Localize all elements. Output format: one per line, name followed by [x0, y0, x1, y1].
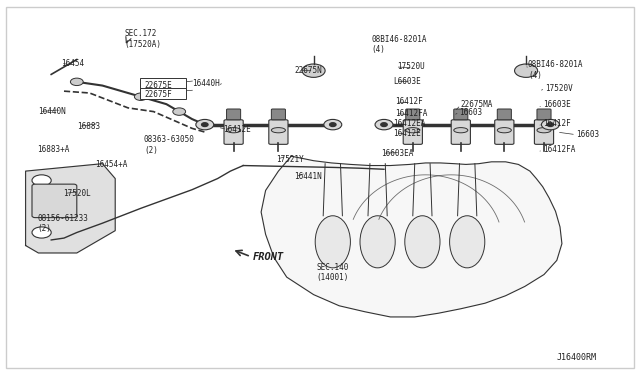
Text: 08156-61233
(2): 08156-61233 (2) [37, 214, 88, 233]
Text: SEC.140
(14001): SEC.140 (14001) [317, 263, 349, 282]
Text: 17521Y: 17521Y [276, 155, 304, 164]
Text: 08363-63050
(2): 08363-63050 (2) [144, 135, 195, 155]
FancyBboxPatch shape [227, 109, 241, 120]
Text: 16603E: 16603E [543, 100, 570, 109]
Text: 22675E: 22675E [144, 81, 172, 90]
FancyBboxPatch shape [403, 120, 422, 144]
Circle shape [547, 123, 554, 126]
FancyBboxPatch shape [224, 120, 243, 144]
Circle shape [134, 93, 147, 100]
Text: 22675N: 22675N [294, 66, 322, 75]
Text: 08BI46-8201A
(4): 08BI46-8201A (4) [528, 60, 584, 80]
Circle shape [32, 227, 51, 238]
Polygon shape [261, 156, 562, 317]
Text: 16603EA: 16603EA [381, 149, 413, 158]
Circle shape [200, 122, 210, 128]
Circle shape [202, 123, 208, 126]
Ellipse shape [405, 216, 440, 268]
Text: 16603: 16603 [576, 130, 599, 139]
FancyBboxPatch shape [537, 109, 551, 120]
Text: 16440N: 16440N [38, 107, 66, 116]
Text: 16412FA: 16412FA [396, 109, 428, 118]
Text: 17520V: 17520V [545, 84, 573, 93]
Text: 16412E: 16412E [223, 125, 250, 134]
Text: 22675F: 22675F [144, 90, 172, 99]
Text: 16412E: 16412E [394, 129, 421, 138]
Ellipse shape [497, 128, 511, 133]
Bar [140, 78, 186, 89]
Text: 16440H: 16440H [192, 79, 220, 88]
Circle shape [32, 175, 51, 186]
Text: 16883+A: 16883+A [37, 145, 70, 154]
Text: L6603E: L6603E [394, 77, 421, 86]
Text: SEC.172
(17520A): SEC.172 (17520A) [125, 29, 162, 49]
Polygon shape [26, 164, 115, 253]
Text: 16412FA: 16412FA [543, 145, 575, 154]
Text: 16412F: 16412F [543, 119, 570, 128]
Circle shape [328, 122, 338, 128]
Ellipse shape [406, 128, 420, 133]
FancyBboxPatch shape [269, 120, 288, 144]
Ellipse shape [454, 128, 468, 133]
Ellipse shape [360, 216, 396, 268]
Circle shape [381, 123, 387, 126]
Circle shape [375, 119, 393, 130]
FancyBboxPatch shape [454, 109, 468, 120]
Circle shape [302, 64, 325, 77]
Text: 16603: 16603 [460, 108, 483, 117]
Circle shape [173, 108, 186, 115]
FancyBboxPatch shape [32, 184, 77, 218]
Text: 16454: 16454 [61, 59, 84, 68]
Text: 16412EA: 16412EA [394, 119, 426, 128]
Ellipse shape [537, 128, 551, 133]
Circle shape [70, 78, 83, 86]
FancyBboxPatch shape [271, 109, 285, 120]
Circle shape [545, 122, 556, 128]
Circle shape [196, 119, 214, 130]
FancyBboxPatch shape [406, 109, 420, 120]
FancyBboxPatch shape [495, 120, 514, 144]
Text: 16441N: 16441N [294, 172, 322, 181]
Circle shape [515, 64, 538, 77]
Text: 17520U: 17520U [397, 62, 424, 71]
Circle shape [379, 122, 389, 128]
FancyBboxPatch shape [451, 120, 470, 144]
Circle shape [330, 123, 336, 126]
Text: 16883: 16883 [77, 122, 100, 131]
Text: 16454+A: 16454+A [95, 160, 127, 169]
FancyBboxPatch shape [497, 109, 511, 120]
Circle shape [324, 119, 342, 130]
FancyBboxPatch shape [534, 120, 554, 144]
Bar [140, 88, 186, 99]
Text: 08BI46-8201A
(4): 08BI46-8201A (4) [371, 35, 427, 54]
Text: 16412F: 16412F [396, 97, 423, 106]
Text: J16400RM: J16400RM [557, 353, 596, 362]
Circle shape [541, 119, 559, 130]
Ellipse shape [271, 128, 285, 133]
Text: FRONT: FRONT [253, 252, 284, 262]
Text: 17520L: 17520L [63, 189, 90, 198]
Ellipse shape [449, 216, 485, 268]
Ellipse shape [227, 128, 241, 133]
Text: 22675MA: 22675MA [461, 100, 493, 109]
Ellipse shape [315, 216, 351, 268]
